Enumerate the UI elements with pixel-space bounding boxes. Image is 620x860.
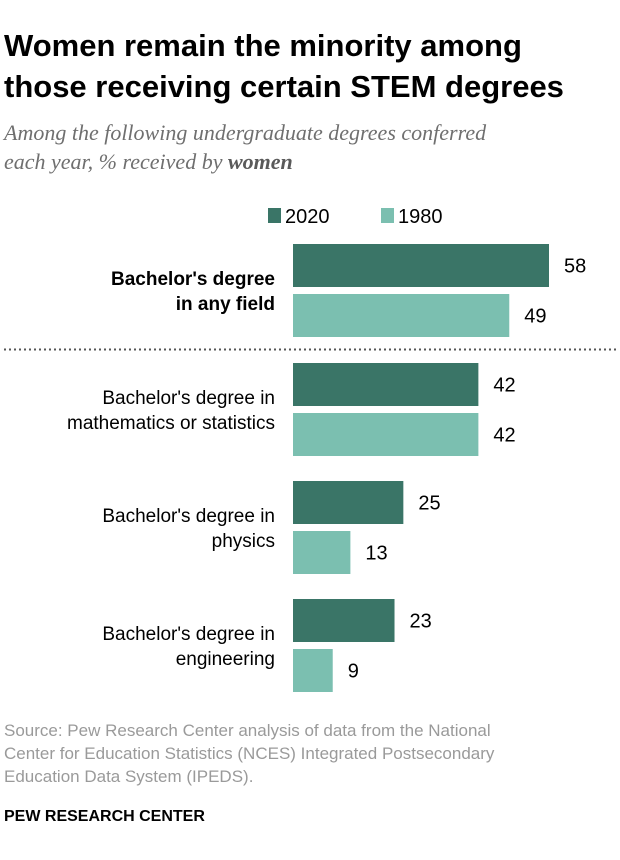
value-label-2020-0: 58 xyxy=(564,256,586,278)
category-label-2-line-1: physics xyxy=(212,531,275,552)
chart-subtitle-line-2: each year, % received by women xyxy=(4,149,293,174)
bar-1980-1 xyxy=(293,413,479,456)
category-label-0-line-0: Bachelor's degree xyxy=(111,269,275,290)
chart-title-line-2: those receiving certain STEM degrees xyxy=(4,69,564,104)
bar-2020-1 xyxy=(293,363,479,406)
category-label-2-line-0: Bachelor's degree in xyxy=(102,506,275,527)
source-line-3: Education Data System (IPEDS). xyxy=(4,767,253,786)
plot-area: Bachelor's degree in any field 58 49 Bachelo… xyxy=(4,244,616,692)
value-label-1980-0: 49 xyxy=(524,306,546,328)
value-label-1980-3: 9 xyxy=(348,661,359,683)
value-label-2020-2: 25 xyxy=(418,493,440,515)
value-label-1980-1: 42 xyxy=(493,425,515,447)
category-label-3-line-0: Bachelor's degree in xyxy=(102,624,275,645)
legend-label-1980: 1980 xyxy=(398,206,443,228)
legend-label-2020: 2020 xyxy=(285,206,330,228)
source-line-2: Center for Education Statistics (NCES) I… xyxy=(4,744,495,763)
legend: 2020 1980 xyxy=(268,206,443,228)
value-label-2020-3: 23 xyxy=(410,611,432,633)
chart-title-line-1: Women remain the minority among xyxy=(4,28,522,63)
bar-1980-2 xyxy=(293,531,351,574)
legend-swatch-1980 xyxy=(381,208,394,223)
category-label-1-line-0: Bachelor's degree in xyxy=(102,388,275,409)
source-line-1: Source: Pew Research Center analysis of … xyxy=(4,721,491,740)
value-label-1980-2: 13 xyxy=(365,543,387,565)
bar-1980-3 xyxy=(293,649,333,692)
legend-swatch-2020 xyxy=(268,208,281,223)
bar-2020-0 xyxy=(293,244,549,287)
bar-1980-0 xyxy=(293,294,510,337)
category-label-0-line-1: in any field xyxy=(176,294,275,315)
brand-label: PEW RESEARCH CENTER xyxy=(4,808,205,825)
bar-2020-2 xyxy=(293,481,404,524)
bar-2020-3 xyxy=(293,599,395,642)
category-label-1-line-1: mathematics or statistics xyxy=(67,413,275,434)
category-label-3-line-1: engineering xyxy=(176,649,275,670)
value-label-2020-1: 42 xyxy=(493,375,515,397)
subtitle-prefix: each year, % received by xyxy=(4,149,228,174)
chart-subtitle-line-1: Among the following undergraduate degree… xyxy=(2,120,487,145)
subtitle-emphasis: women xyxy=(228,149,293,174)
